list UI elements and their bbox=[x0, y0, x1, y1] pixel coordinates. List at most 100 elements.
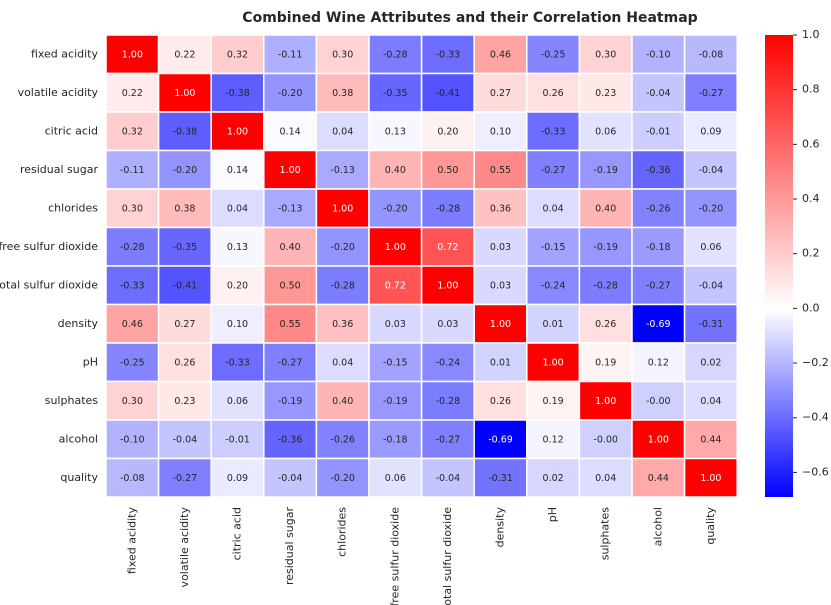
column-label: fixed acidity bbox=[125, 507, 138, 575]
cell-value-label: -0.36 bbox=[646, 165, 671, 176]
heatmap-cell bbox=[157, 457, 212, 498]
heatmap-cell bbox=[473, 34, 528, 75]
cell-value-label: -0.69 bbox=[646, 319, 671, 330]
cell-value-label: -0.18 bbox=[383, 434, 408, 445]
heatmap-cell bbox=[263, 226, 318, 267]
cell-value-label: 0.50 bbox=[437, 165, 458, 176]
heatmap-cell bbox=[526, 149, 581, 190]
colorbar-tick-label: −0.6 bbox=[802, 465, 829, 478]
heatmap-cell bbox=[105, 188, 160, 229]
heatmap-cell bbox=[105, 149, 160, 190]
cell-value-label: 1.00 bbox=[543, 357, 564, 368]
cell-value-label: 0.09 bbox=[700, 126, 721, 137]
heatmap-cell bbox=[420, 342, 475, 383]
heatmap-cell bbox=[105, 419, 160, 460]
row-label: residual sugar bbox=[20, 163, 99, 176]
cell-value-label: -0.28 bbox=[436, 396, 461, 407]
cell-value-label: 1.00 bbox=[332, 203, 353, 214]
heatmap-cell bbox=[210, 265, 265, 306]
colorbar-tick-label: −0.2 bbox=[802, 356, 829, 369]
cell-value-label: 0.23 bbox=[595, 88, 616, 99]
cell-value-label: 0.72 bbox=[385, 280, 406, 291]
cell-value-label: -0.38 bbox=[173, 126, 198, 137]
row-label: fixed acidity bbox=[31, 47, 99, 60]
column-label: chlorides bbox=[336, 507, 349, 557]
cell-value-label: -0.28 bbox=[383, 49, 408, 60]
heatmap-cell bbox=[578, 72, 633, 113]
heatmap-cell bbox=[315, 72, 370, 113]
heatmap-cell bbox=[526, 72, 581, 113]
heatmap-cell bbox=[315, 188, 370, 229]
cell-value-label: 0.26 bbox=[595, 319, 616, 330]
heatmap-cell bbox=[315, 457, 370, 498]
colorbar-tick-label: 0.6 bbox=[802, 137, 820, 150]
cell-value-label: 0.14 bbox=[280, 126, 301, 137]
cell-value-label: -0.35 bbox=[173, 242, 198, 253]
heatmap-cell bbox=[105, 303, 160, 344]
row-label: volatile acidity bbox=[18, 86, 99, 99]
cell-value-label: -0.20 bbox=[699, 203, 724, 214]
cell-value-label: -0.28 bbox=[330, 280, 355, 291]
heatmap-cell bbox=[368, 419, 423, 460]
cell-value-label: 0.38 bbox=[174, 203, 195, 214]
cell-value-label: -0.04 bbox=[436, 473, 461, 484]
cell-value-label: -0.31 bbox=[699, 319, 724, 330]
heatmap-cell bbox=[368, 34, 423, 75]
cell-value-label: 0.44 bbox=[700, 434, 721, 445]
cell-value-label: 0.46 bbox=[122, 319, 143, 330]
cell-value-label: -0.04 bbox=[699, 165, 724, 176]
cell-value-label: 0.26 bbox=[490, 396, 511, 407]
cell-value-label: -0.25 bbox=[541, 49, 566, 60]
cell-value-label: 0.10 bbox=[227, 319, 248, 330]
cell-value-label: 1.00 bbox=[385, 242, 406, 253]
heatmap-cell bbox=[105, 34, 160, 75]
heatmap-cell bbox=[420, 111, 475, 152]
heatmap-cell bbox=[473, 380, 528, 421]
heatmap-cell bbox=[578, 457, 633, 498]
heatmap-cell bbox=[210, 342, 265, 383]
heatmap-cell bbox=[368, 149, 423, 190]
cell-value-label: 0.19 bbox=[543, 396, 564, 407]
heatmap-cell bbox=[263, 380, 318, 421]
heatmap-cell bbox=[683, 265, 738, 306]
cell-value-label: -0.36 bbox=[278, 434, 303, 445]
heatmap-cell bbox=[368, 342, 423, 383]
cell-value-label: -0.20 bbox=[383, 203, 408, 214]
colorbar-tick-label: 0.2 bbox=[802, 247, 820, 260]
heatmap-cell bbox=[420, 457, 475, 498]
cell-value-label: -0.11 bbox=[278, 49, 303, 60]
heatmap-cell bbox=[368, 226, 423, 267]
colorbar-tick-label: 0.0 bbox=[802, 301, 820, 314]
cell-value-label: 0.22 bbox=[122, 88, 143, 99]
cell-value-label: -0.19 bbox=[593, 242, 618, 253]
cell-value-label: -0.38 bbox=[225, 88, 250, 99]
heatmap-cell bbox=[631, 303, 686, 344]
cell-value-label: 0.01 bbox=[543, 319, 564, 330]
heatmap-cell bbox=[683, 380, 738, 421]
cell-value-label: -0.04 bbox=[173, 434, 198, 445]
cell-value-label: -0.41 bbox=[173, 280, 198, 291]
cell-value-label: -0.19 bbox=[383, 396, 408, 407]
cell-value-label: 0.03 bbox=[385, 319, 406, 330]
cell-value-label: 0.30 bbox=[595, 49, 616, 60]
cell-value-label: 1.00 bbox=[227, 126, 248, 137]
cell-value-label: 1.00 bbox=[174, 88, 195, 99]
colorbar-tick-label: 1.0 bbox=[802, 28, 820, 41]
cell-value-label: 0.55 bbox=[490, 165, 511, 176]
cell-value-label: 1.00 bbox=[122, 49, 143, 60]
colorbar-ticks: 1.0 0.8 0.6 0.4 0.2 0.0 −0.2 −0.4 −0.6 bbox=[793, 28, 829, 478]
heatmap-cell bbox=[315, 303, 370, 344]
cell-value-label: -0.00 bbox=[593, 434, 618, 445]
heatmap-cell bbox=[315, 111, 370, 152]
cell-value-label: -0.04 bbox=[646, 88, 671, 99]
heatmap-cell bbox=[683, 303, 738, 344]
cell-value-label: -0.19 bbox=[278, 396, 303, 407]
column-label: pH bbox=[546, 507, 559, 522]
cell-value-label: 1.00 bbox=[437, 280, 458, 291]
cell-value-label: 0.13 bbox=[385, 126, 406, 137]
row-label: total sulfur dioxide bbox=[0, 278, 98, 291]
cell-value-label: 0.50 bbox=[280, 280, 301, 291]
cell-value-label: 0.40 bbox=[595, 203, 616, 214]
cell-value-label: 0.09 bbox=[227, 473, 248, 484]
heatmap-cell bbox=[683, 342, 738, 383]
